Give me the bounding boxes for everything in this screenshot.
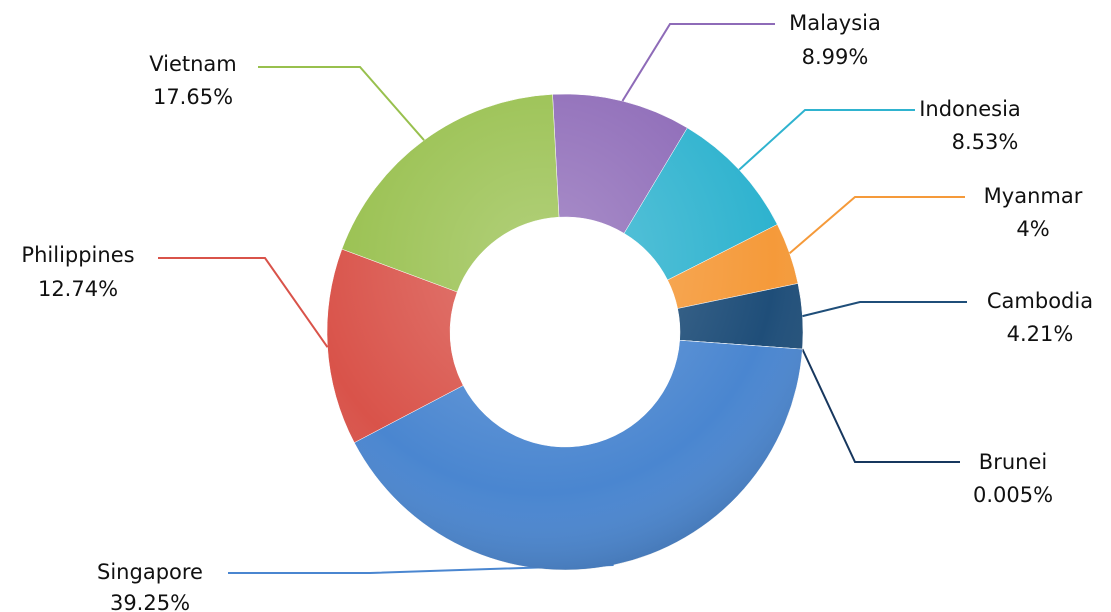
slice-label: Myanmar [984, 184, 1083, 208]
leader-line [788, 196, 965, 255]
slice-label: Brunei [979, 450, 1047, 474]
slice-label: Singapore [97, 560, 203, 584]
leader-line [621, 23, 775, 102]
slice-value-label: 12.74% [38, 277, 118, 301]
slice-label: Malaysia [789, 11, 881, 35]
leader-line [258, 66, 425, 141]
slice-label: Indonesia [919, 97, 1021, 121]
slice-value-label: 0.005% [973, 483, 1053, 507]
slice-label: Philippines [21, 243, 134, 267]
leader-line [802, 301, 967, 318]
slice-label: Cambodia [987, 289, 1093, 313]
slice-value-label: 8.99% [802, 45, 869, 69]
leader-line [158, 257, 329, 348]
slice-label: Vietnam [149, 52, 237, 76]
slice-value-label: 17.65% [153, 85, 233, 109]
leader-line [801, 348, 960, 463]
slice-value-label: 39.25% [110, 591, 190, 612]
slice-value-label: 8.53% [952, 130, 1019, 154]
slice-value-label: 4.21% [1007, 322, 1074, 346]
slice-value-label: 4% [1016, 217, 1049, 241]
leader-line [738, 109, 915, 171]
